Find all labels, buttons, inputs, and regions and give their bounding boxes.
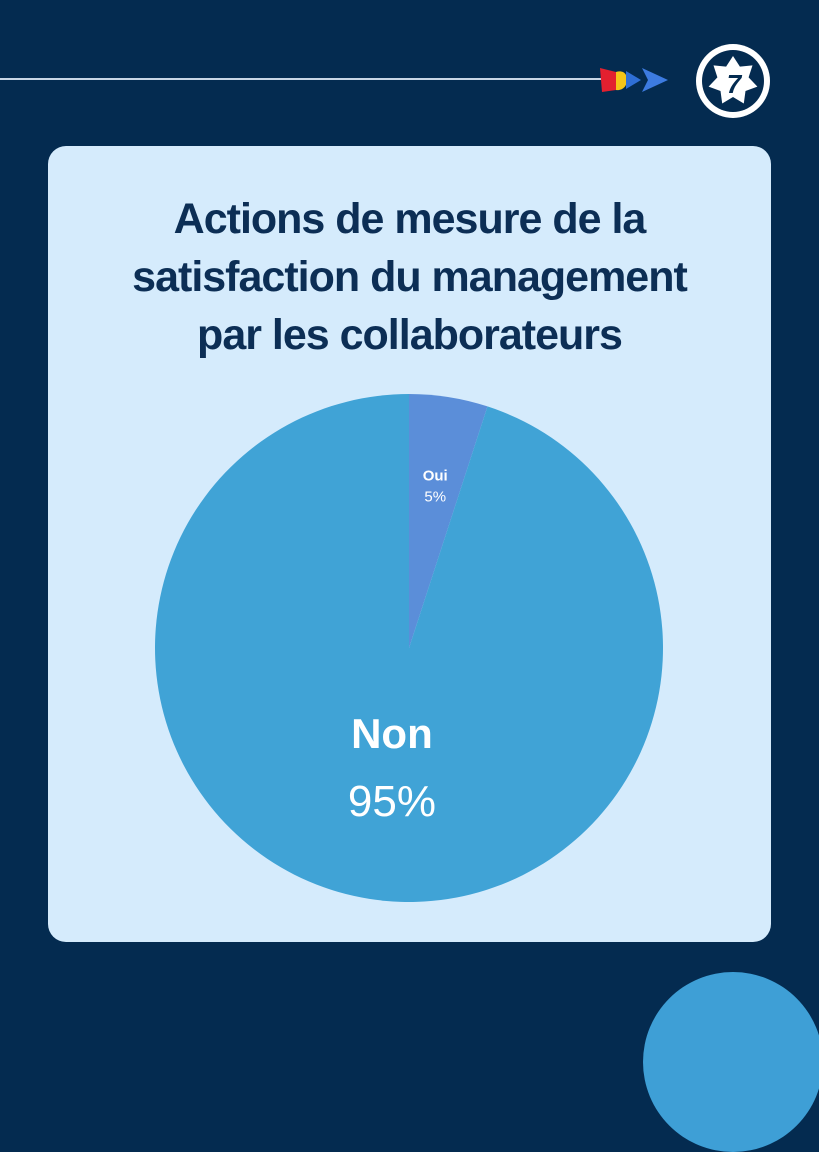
- chart-title: Actions de mesure de la satisfaction du …: [48, 190, 771, 364]
- flag-arrow-icon: [600, 68, 668, 92]
- pie-value-oui: 5%: [424, 488, 446, 505]
- pie-chart: Oui 5% Non 95%: [155, 394, 664, 903]
- pie-label-non: Non: [351, 710, 433, 757]
- decorative-circle: [643, 972, 819, 1152]
- chart-title-line-1: Actions de mesure de la: [173, 195, 647, 243]
- pie-slice-oui: [409, 394, 488, 648]
- chart-title-line-2: satisfaction du management: [132, 253, 688, 301]
- pie-value-non: 95%: [348, 777, 436, 826]
- header-divider-line: [0, 78, 612, 80]
- pie-slice-non: [155, 394, 664, 903]
- pie-label-oui: Oui: [423, 467, 448, 484]
- chart-title-line-3: par les collaborateurs: [197, 311, 623, 359]
- seven-star-badge-icon: 7: [696, 44, 770, 118]
- badge-number: 7: [727, 69, 743, 99]
- chart-card: Actions de mesure de la satisfaction du …: [48, 146, 771, 942]
